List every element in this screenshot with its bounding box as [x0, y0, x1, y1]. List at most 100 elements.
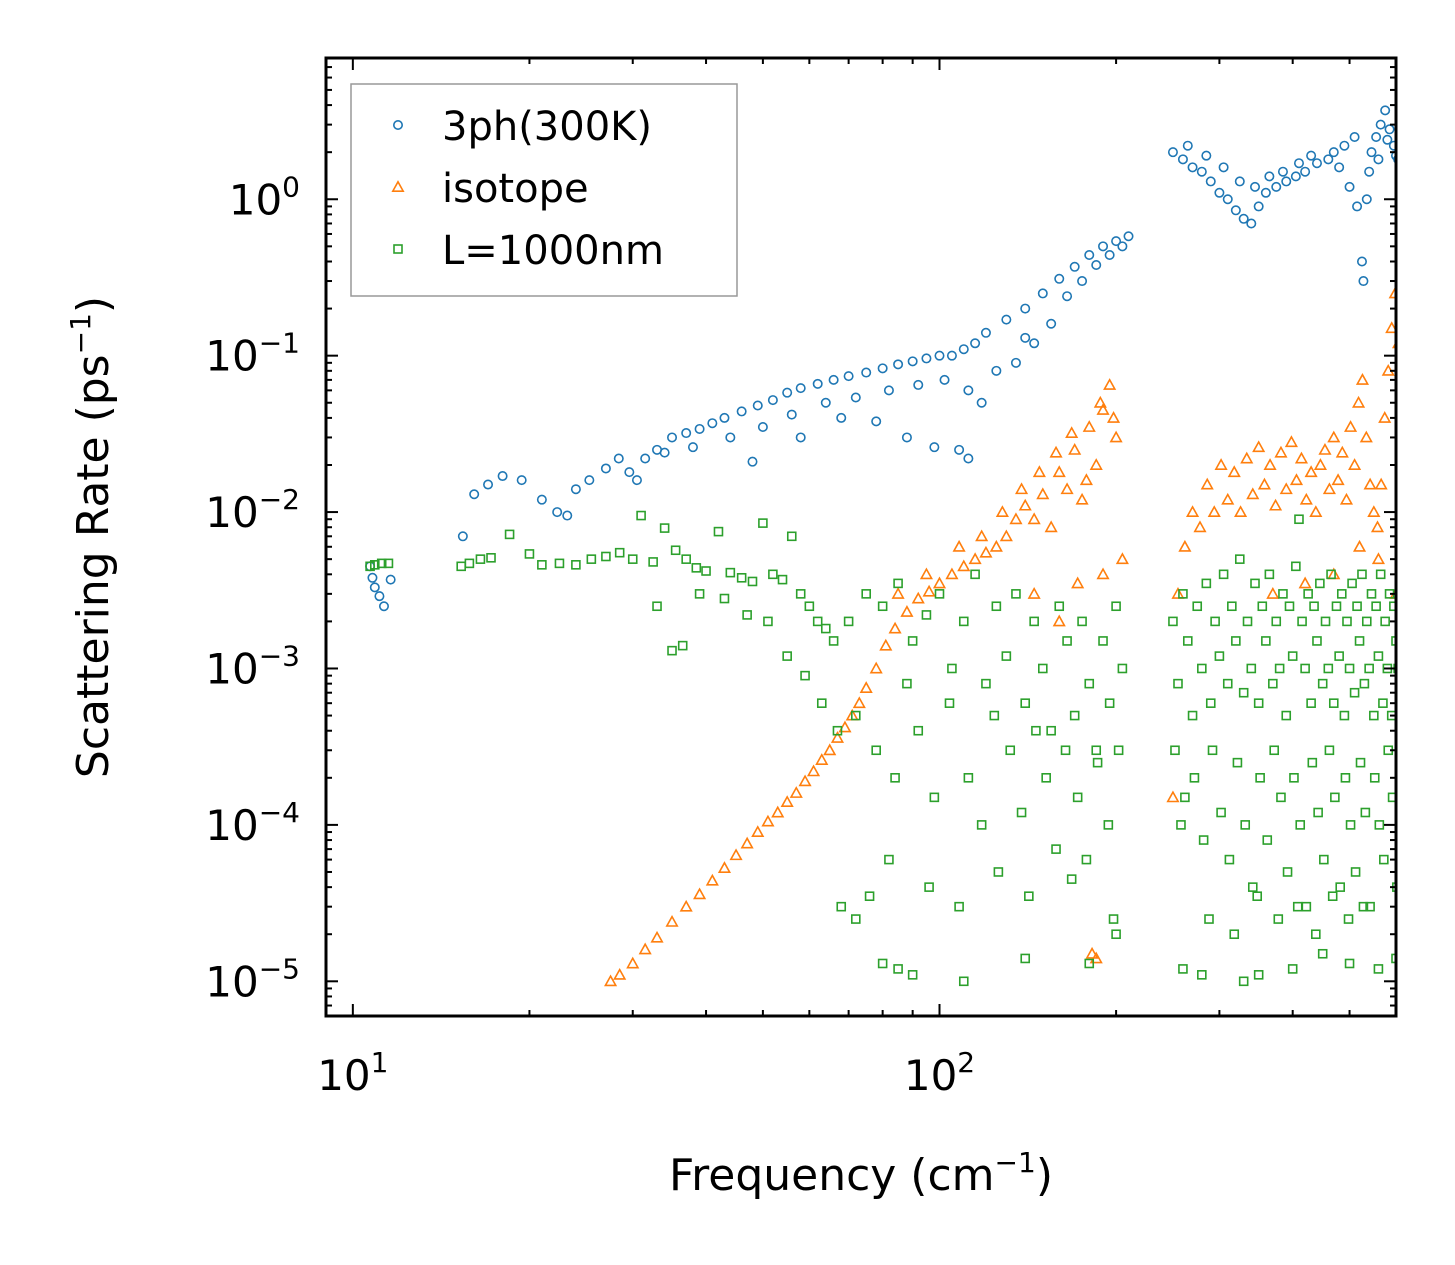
data-point: [1366, 589, 1377, 599]
data-point: [945, 567, 959, 580]
data-point: [667, 645, 677, 656]
data-point: [1218, 569, 1229, 580]
data-point: [1098, 241, 1109, 252]
data-point: [624, 467, 635, 478]
data-point: [1187, 162, 1198, 173]
data-point: [861, 367, 872, 378]
data-point: [1111, 929, 1121, 940]
data-point: [1200, 477, 1214, 490]
data-point: [1257, 601, 1268, 612]
data-point: [1271, 616, 1282, 627]
data-point: [1229, 929, 1240, 940]
data-point: [694, 423, 705, 434]
data-point: [1287, 964, 1298, 974]
data-point: [902, 678, 912, 689]
data-point: [989, 539, 1003, 552]
data-point: [843, 616, 854, 627]
data-point: [1193, 520, 1207, 533]
data-point: [742, 610, 752, 620]
data-point: [963, 453, 974, 464]
legend-marker: [391, 180, 405, 192]
data-point: [705, 873, 719, 886]
data-point: [1009, 512, 1023, 525]
data-point: [1198, 835, 1209, 845]
data-point: [736, 572, 747, 583]
data-point: [1364, 663, 1374, 674]
data-point: [1351, 395, 1366, 408]
data-point: [1065, 426, 1079, 439]
data-point: [1077, 616, 1087, 627]
data-point: [871, 745, 881, 756]
data-point: [1197, 663, 1207, 674]
data-point: [1252, 440, 1266, 453]
data-point: [1222, 678, 1233, 689]
data-point: [823, 743, 837, 756]
data-point: [1313, 807, 1323, 818]
data-point: [800, 670, 810, 681]
data-point: [1052, 614, 1066, 627]
data-point: [1238, 687, 1249, 698]
data-point: [782, 651, 792, 661]
data-point: [1054, 601, 1065, 612]
data-point: [1326, 569, 1336, 580]
data-point: [1361, 616, 1372, 627]
data-point: [1268, 678, 1278, 689]
data-point: [1049, 445, 1063, 458]
x-tick-label: 102: [904, 1046, 975, 1100]
data-point: [907, 636, 918, 646]
data-point: [1312, 636, 1322, 646]
data-point: [1246, 487, 1260, 500]
data-point: [659, 447, 670, 458]
data-point: [946, 350, 957, 361]
data-point: [1166, 790, 1180, 803]
data-point: [1306, 150, 1317, 161]
data-point: [747, 576, 758, 587]
data-point: [958, 616, 969, 627]
data-point: [970, 569, 980, 580]
data-point: [1178, 964, 1188, 974]
data-point: [1210, 616, 1220, 627]
data-point: [1170, 745, 1180, 756]
data-point: [798, 774, 812, 787]
data-point: [1311, 929, 1321, 940]
data-point: [939, 374, 950, 385]
data-point: [1046, 725, 1056, 736]
series-3ph(300K): [365, 105, 1396, 612]
data-point: [1182, 636, 1193, 646]
data-point: [1182, 140, 1193, 151]
data-point: [1373, 651, 1384, 661]
data-point: [378, 601, 389, 612]
data-point: [584, 475, 595, 486]
data-point: [1167, 147, 1178, 158]
data-point: [1084, 678, 1095, 689]
data-point: [958, 344, 969, 355]
data-point: [1192, 601, 1203, 612]
data-point: [991, 365, 1002, 376]
data-point: [1096, 403, 1110, 415]
legend-label: isotope: [442, 166, 589, 212]
data-point: [1036, 487, 1050, 500]
data-point: [877, 601, 888, 612]
data-point: [1373, 964, 1384, 974]
data-point: [1289, 773, 1299, 783]
data-point: [636, 510, 646, 521]
data-point: [1089, 458, 1103, 470]
data-point: [1388, 140, 1396, 151]
data-point: [626, 956, 640, 969]
data-point: [1322, 482, 1336, 495]
data-point: [1069, 261, 1080, 272]
data-point: [1016, 807, 1027, 818]
data-point: [1020, 332, 1031, 343]
data-point: [852, 696, 866, 709]
data-point: [968, 552, 982, 565]
data-point: [1400, 856, 1408, 864]
data-point: [1359, 430, 1373, 443]
series-L=1000nm: [365, 510, 1408, 987]
data-point: [475, 554, 486, 564]
data-point: [1018, 498, 1032, 511]
y-tick-label: 10−4: [205, 796, 300, 850]
data-point: [890, 773, 900, 783]
data-point: [1350, 867, 1361, 877]
data-point: [954, 444, 965, 455]
data-point: [1178, 589, 1188, 599]
